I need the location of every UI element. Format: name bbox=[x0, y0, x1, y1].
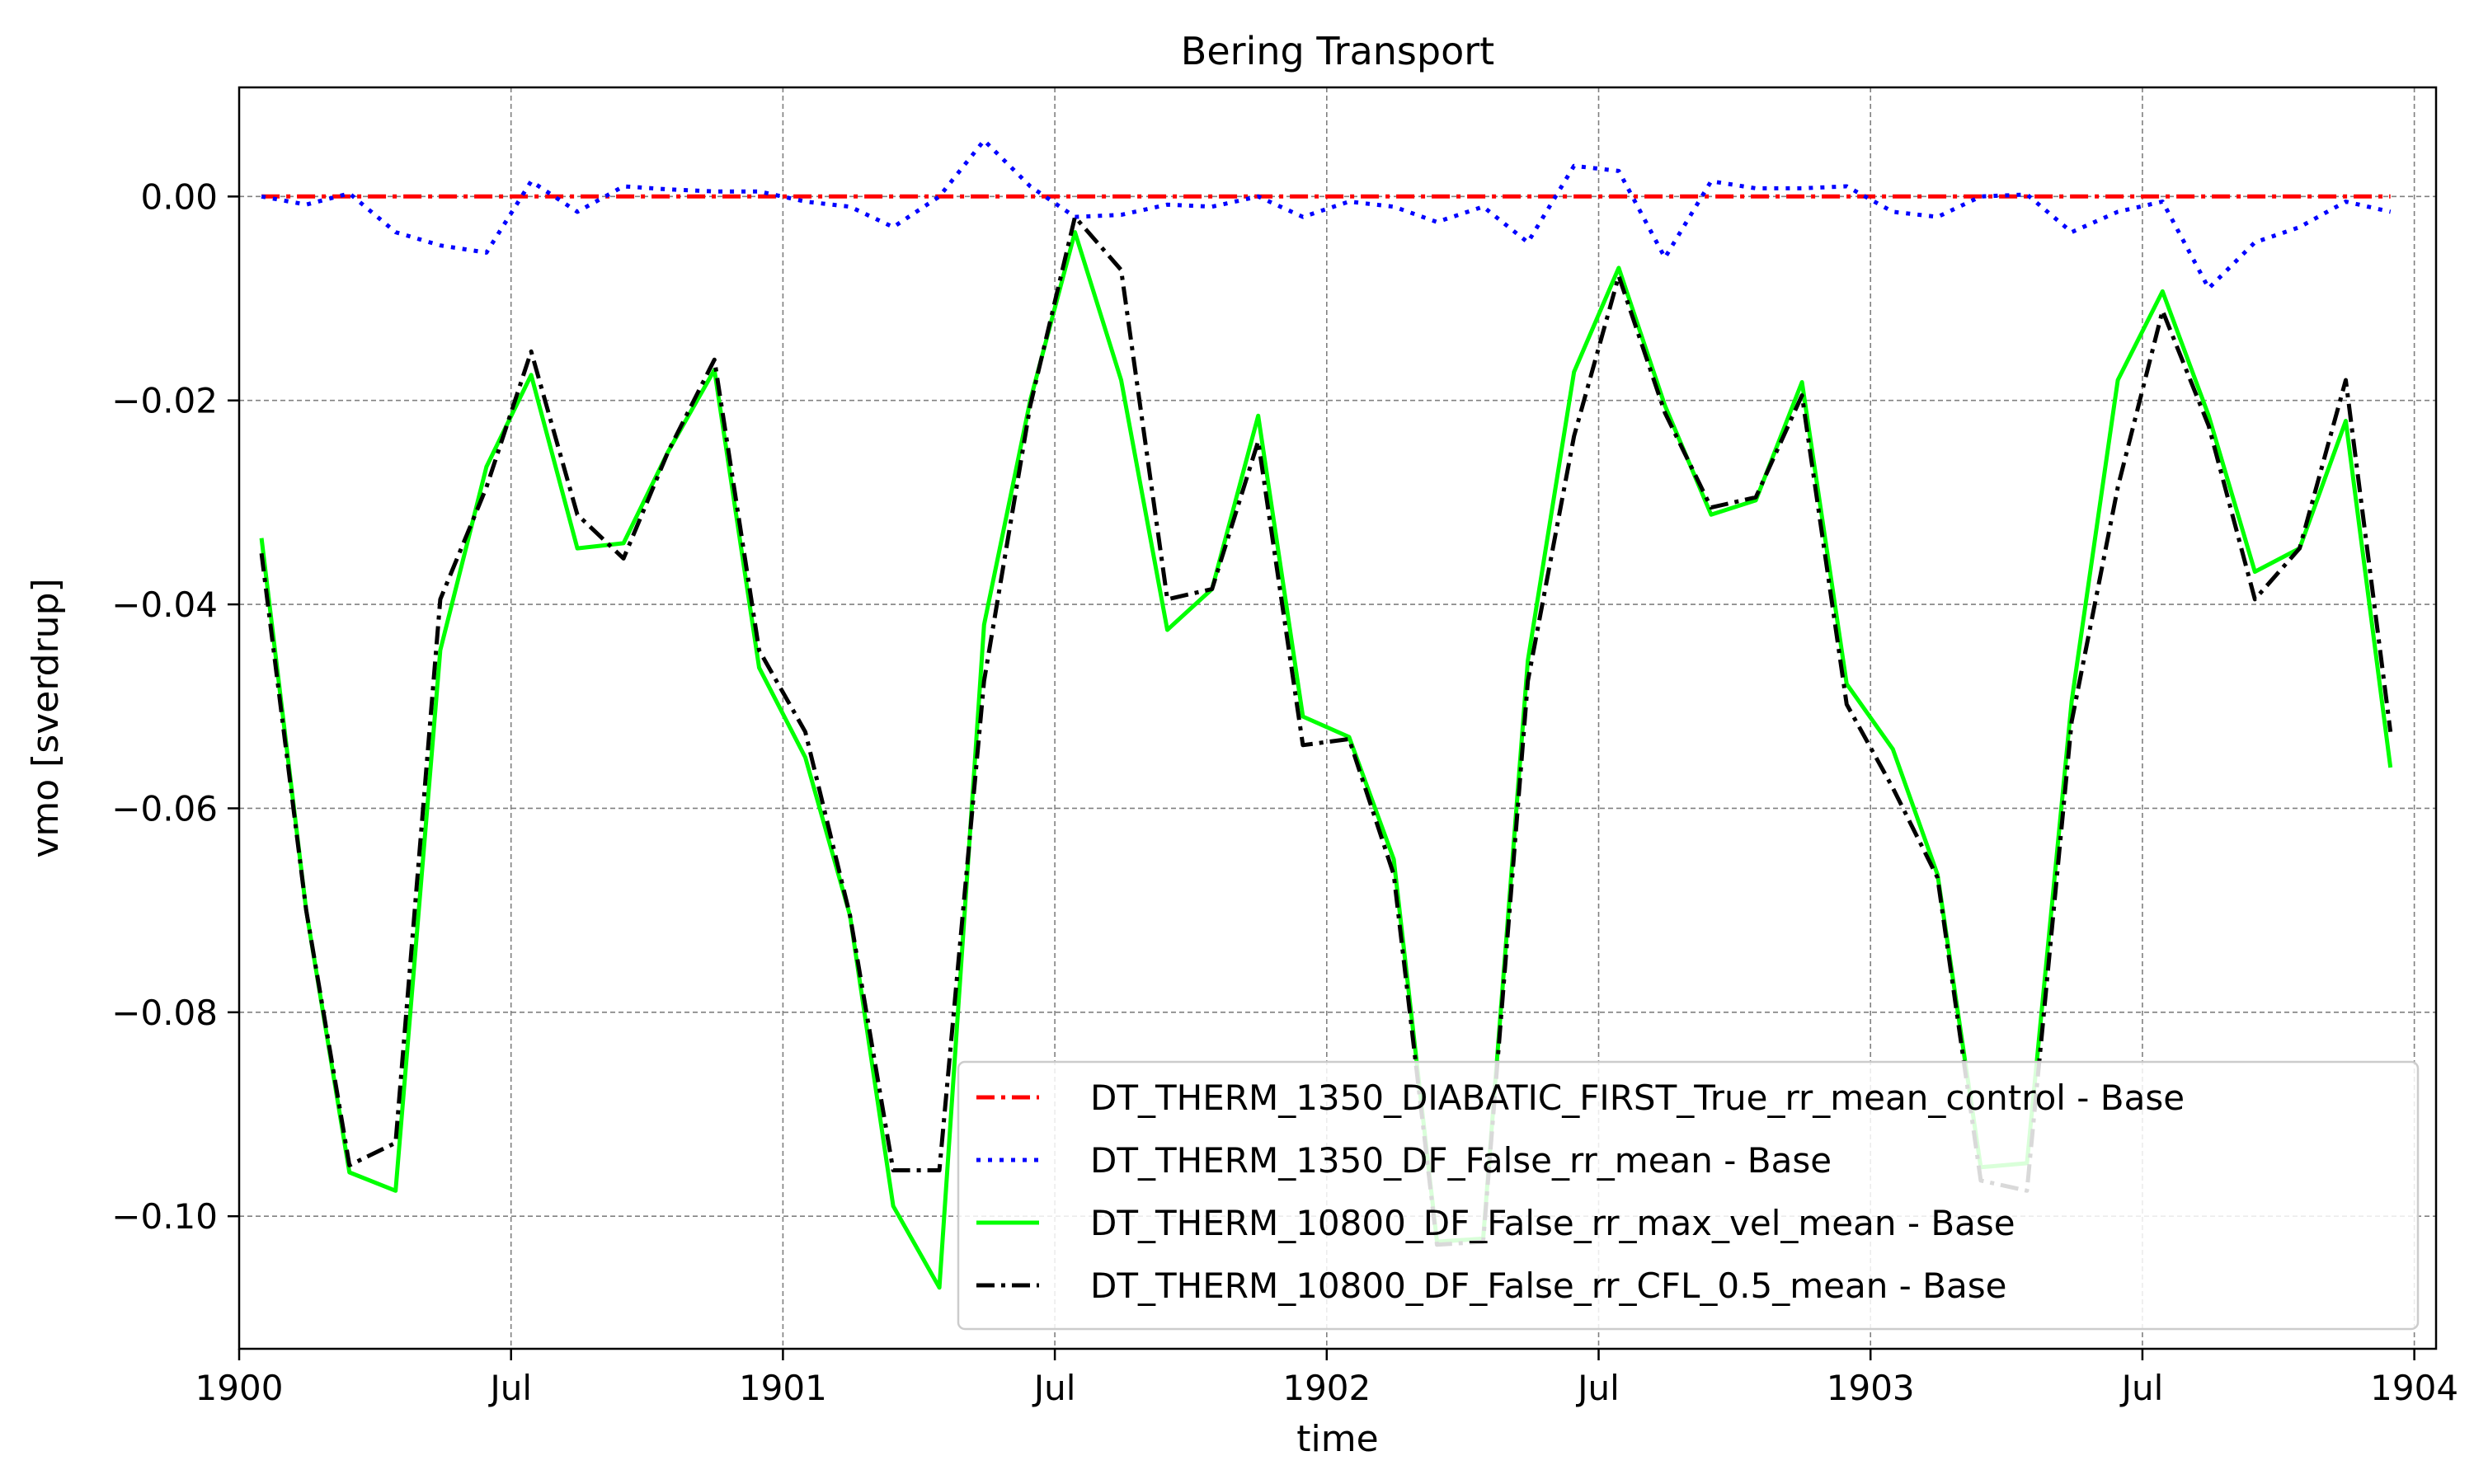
x-axis: 1900 Jul 1901 Jul 1902 Jul 1903 Jul 1904 bbox=[195, 1349, 2458, 1408]
x-tick-label: Jul bbox=[1032, 1368, 1076, 1408]
y-axis-title: vmo [sverdrup] bbox=[25, 578, 67, 857]
x-axis-title: time bbox=[1296, 1418, 1378, 1460]
legend: DT_THERM_1350_DIABATIC_FIRST_True_rr_mea… bbox=[957, 1060, 2420, 1331]
x-tick-label: Jul bbox=[2119, 1368, 2164, 1408]
x-tick-label: 1900 bbox=[195, 1368, 284, 1408]
series-line-4 bbox=[259, 214, 2393, 1247]
y-axis: 0.00 −0.02 −0.04 −0.06 −0.08 −0.10 bbox=[111, 176, 239, 1237]
x-tick-label: 1902 bbox=[1282, 1368, 1371, 1408]
legend-label-4: DT_THERM_10800_DF_False_rr_CFL_0.5_mean … bbox=[1090, 1266, 2006, 1306]
y-tick-label: −0.06 bbox=[111, 788, 218, 829]
legend-label-1: DT_THERM_1350_DIABATIC_FIRST_True_rr_mea… bbox=[1090, 1078, 2185, 1118]
legend-box bbox=[957, 1060, 2420, 1331]
x-tick-label: Jul bbox=[487, 1368, 532, 1408]
y-tick-label: −0.04 bbox=[111, 585, 218, 625]
x-tick-label: Jul bbox=[1575, 1368, 1620, 1408]
x-tick-label: 1904 bbox=[2370, 1368, 2458, 1408]
series-line-2 bbox=[261, 138, 2392, 291]
legend-label-2: DT_THERM_1350_DF_False_rr_mean - Base bbox=[1090, 1140, 1832, 1181]
y-tick-label: −0.02 bbox=[111, 381, 218, 421]
legend-label-3: DT_THERM_10800_DF_False_rr_max_vel_mean … bbox=[1090, 1203, 2015, 1243]
x-tick-label: 1903 bbox=[1827, 1368, 1915, 1408]
x-tick-label: 1901 bbox=[739, 1368, 827, 1408]
plot-frame bbox=[238, 86, 2438, 1350]
y-tick-label: −0.10 bbox=[111, 1196, 218, 1237]
chart-title: Bering Transport bbox=[1181, 29, 1494, 73]
y-tick-label: 0.00 bbox=[140, 176, 218, 217]
y-tick-label: −0.08 bbox=[111, 993, 218, 1033]
